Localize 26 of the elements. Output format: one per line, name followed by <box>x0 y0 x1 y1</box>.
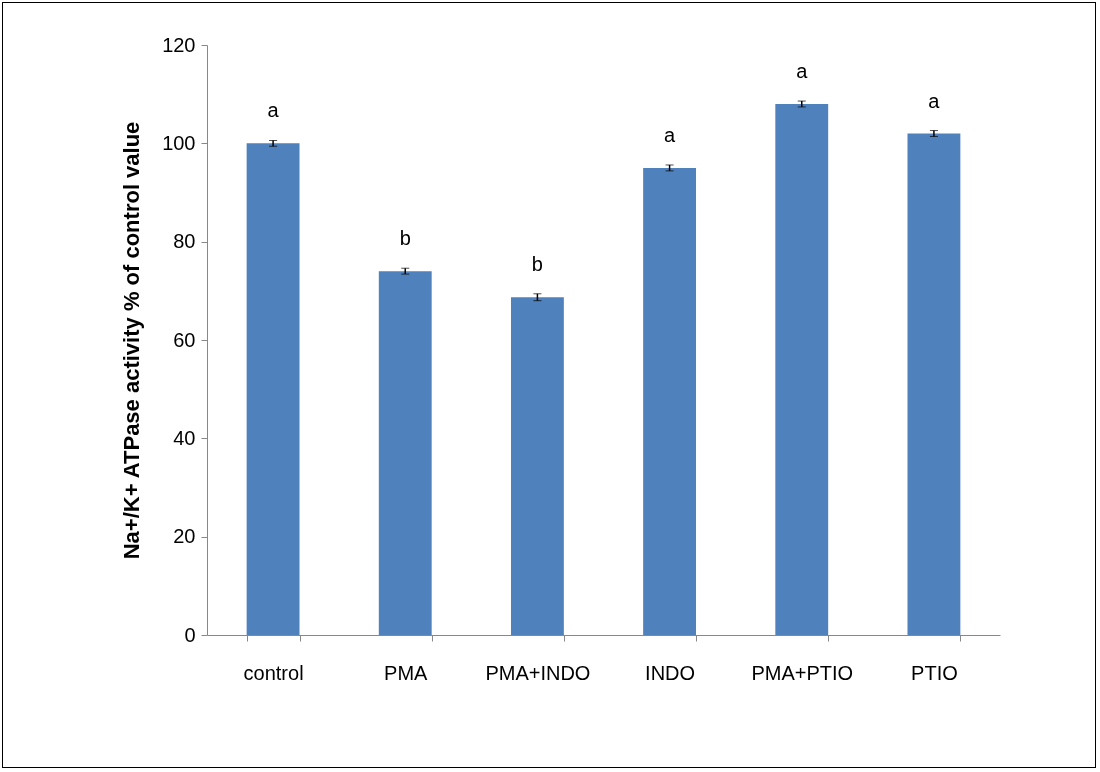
x-tick-label: PMA+INDO <box>485 661 591 684</box>
y-tick-label: 120 <box>162 33 196 56</box>
y-axis-title: Na+/K+ ATPase activity % of control value <box>119 121 145 560</box>
bar <box>907 133 961 635</box>
y-tick-label: 100 <box>162 131 196 154</box>
x-tick-label: INDO <box>645 661 696 684</box>
x-tick-label: PMA <box>384 661 429 684</box>
bar <box>510 297 564 635</box>
bar <box>775 104 829 635</box>
annotation: a <box>928 89 941 112</box>
bar <box>378 271 432 635</box>
y-tick-label: 20 <box>173 525 196 548</box>
x-tick-label: PTIO <box>911 661 958 684</box>
annotation: a <box>796 60 809 82</box>
y-tick-label: 40 <box>173 426 196 449</box>
y-tick-label: 0 <box>184 623 196 646</box>
annotation: b <box>399 227 411 250</box>
x-tick-label: control <box>243 661 304 684</box>
annotation: a <box>267 99 280 122</box>
x-tick-label: PMA+PTIO <box>751 661 854 684</box>
annotation: a <box>664 123 677 146</box>
bar <box>643 167 697 635</box>
bar <box>246 143 300 635</box>
annotation: b <box>531 253 543 276</box>
y-tick-label: 60 <box>173 328 196 351</box>
y-tick-label: 80 <box>173 230 196 253</box>
